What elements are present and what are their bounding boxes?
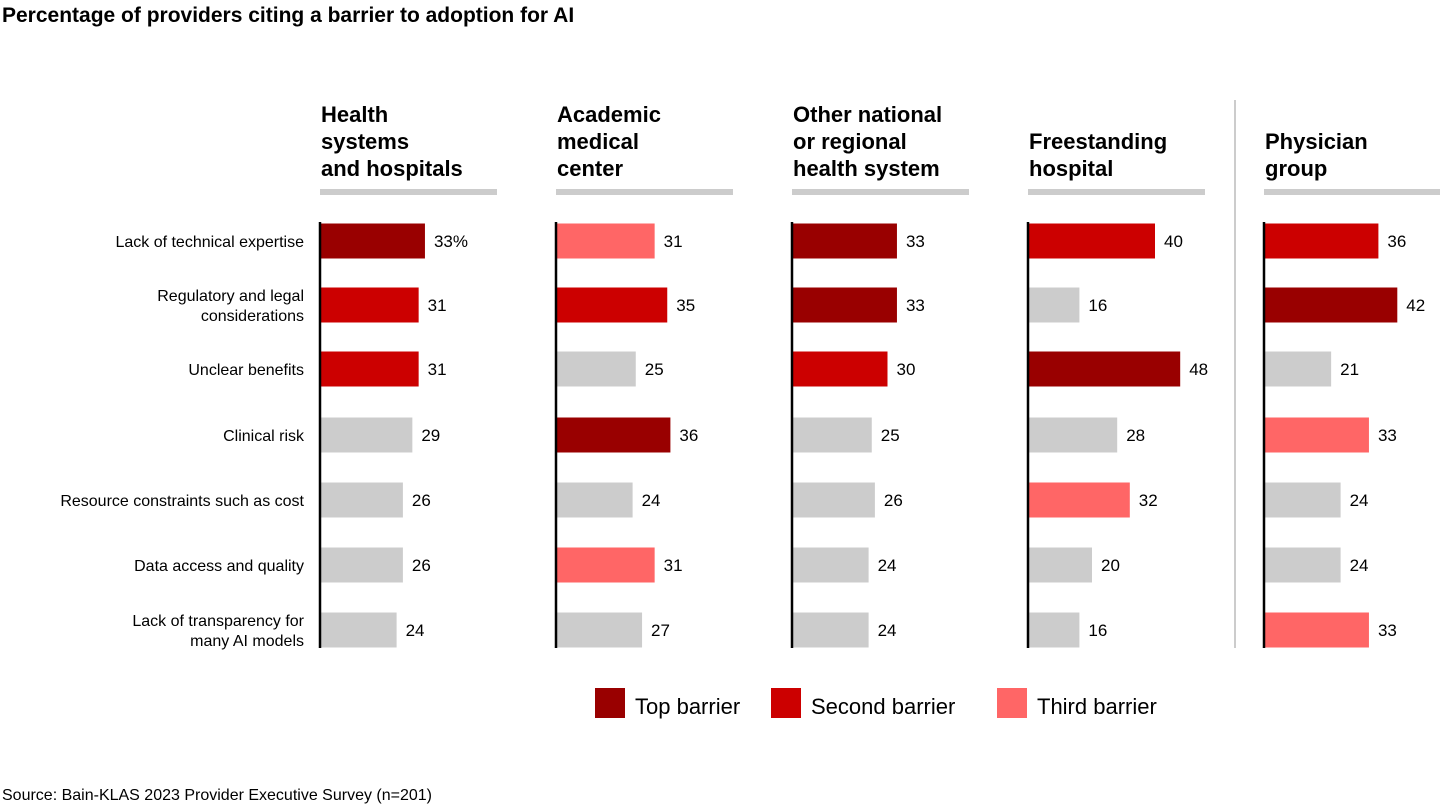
data-label: 31 (428, 296, 447, 315)
data-label: 26 (412, 556, 431, 575)
data-label: 24 (878, 556, 897, 575)
bar (793, 223, 897, 259)
bar (321, 351, 419, 387)
bar (321, 287, 419, 323)
data-label: 31 (428, 360, 447, 379)
data-label: 26 (412, 491, 431, 510)
bar (557, 612, 643, 648)
bar (1265, 547, 1341, 583)
bar (1029, 547, 1092, 583)
category-label: Unclear benefits (188, 362, 304, 379)
bar (321, 612, 397, 648)
data-label: 30 (897, 360, 916, 379)
legend-swatch (595, 688, 625, 718)
legend-swatch (771, 688, 801, 718)
category-label: Lack of transparency for many AI models (132, 613, 304, 650)
panel-header-underline (320, 189, 497, 195)
bar (793, 612, 869, 648)
chart-title: Percentage of providers citing a barrier… (2, 4, 575, 27)
panel-header: Academic medical center (557, 102, 661, 181)
bar (1029, 612, 1080, 648)
bar (793, 482, 875, 518)
data-label: 32 (1139, 491, 1158, 510)
panel-header: Freestanding hospital (1029, 129, 1167, 181)
data-label: 24 (642, 491, 661, 510)
data-label: 16 (1088, 621, 1107, 640)
panel-header-underline (1028, 189, 1205, 195)
bar (793, 287, 897, 323)
data-label: 24 (406, 621, 425, 640)
category-label: Resource constraints such as cost (60, 493, 304, 510)
bar (321, 417, 413, 453)
bar (1265, 482, 1341, 518)
bar (557, 351, 636, 387)
legend-label: Second barrier (811, 694, 955, 719)
bar (321, 482, 403, 518)
bar (1029, 287, 1080, 323)
category-label: Data access and quality (134, 558, 304, 575)
category-label: Lack of technical expertise (115, 234, 304, 251)
data-label: 28 (1126, 426, 1145, 445)
bar (557, 482, 633, 518)
bar (1265, 351, 1332, 387)
data-label: 20 (1101, 556, 1120, 575)
data-label: 33 (1378, 621, 1397, 640)
legend-label: Top barrier (635, 694, 740, 719)
data-label: 36 (679, 426, 698, 445)
bar (321, 223, 425, 259)
bar (557, 287, 668, 323)
data-label: 16 (1088, 296, 1107, 315)
panel-header-underline (556, 189, 733, 195)
panel-header-underline (792, 189, 969, 195)
data-label: 21 (1340, 360, 1359, 379)
data-label: 33 (1378, 426, 1397, 445)
source-note: Source: Bain-KLAS 2023 Provider Executiv… (2, 787, 433, 804)
data-label: 36 (1387, 232, 1406, 251)
data-label: 33 (906, 232, 925, 251)
bar (557, 223, 655, 259)
data-label: 25 (881, 426, 900, 445)
data-label: 26 (884, 491, 903, 510)
bar (1029, 482, 1130, 518)
data-label: 27 (651, 621, 670, 640)
data-label: 31 (664, 232, 683, 251)
bar (557, 417, 671, 453)
panel-header: Other national or regional health system (793, 102, 942, 181)
bar (793, 351, 888, 387)
data-label: 48 (1189, 360, 1208, 379)
data-label: 24 (1350, 556, 1369, 575)
bar (793, 547, 869, 583)
data-label: 29 (421, 426, 440, 445)
legend-label: Third barrier (1037, 694, 1157, 719)
bar (321, 547, 403, 583)
bar (1265, 417, 1369, 453)
bar (793, 417, 872, 453)
bar (1029, 351, 1181, 387)
bar (1029, 223, 1155, 259)
panel-header-underline (1264, 189, 1440, 195)
data-label: 25 (645, 360, 664, 379)
data-label: 33% (434, 232, 468, 251)
data-label: 33 (906, 296, 925, 315)
bar (1265, 612, 1369, 648)
data-label: 24 (1350, 491, 1369, 510)
bar (1265, 223, 1379, 259)
category-label: Regulatory and legal considerations (157, 288, 304, 325)
data-label: 35 (676, 296, 695, 315)
legend-swatch (997, 688, 1027, 718)
data-label: 24 (878, 621, 897, 640)
data-label: 40 (1164, 232, 1183, 251)
bar (1029, 417, 1118, 453)
panel-header: Physician group (1265, 129, 1368, 181)
bar (557, 547, 655, 583)
panel-header: Health systems and hospitals (321, 102, 463, 181)
category-label: Clinical risk (223, 428, 305, 445)
data-label: 42 (1406, 296, 1425, 315)
bar (1265, 287, 1398, 323)
data-label: 31 (664, 556, 683, 575)
